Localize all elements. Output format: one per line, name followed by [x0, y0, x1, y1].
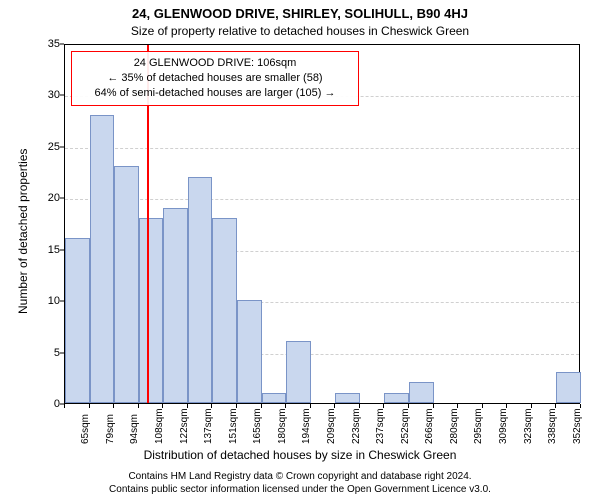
histogram-bar	[212, 218, 237, 403]
y-tick-label: 0	[30, 398, 60, 410]
x-tick-mark	[580, 404, 581, 408]
x-tick-label: 65sqm	[80, 414, 91, 444]
y-tick-label: 15	[30, 244, 60, 256]
x-tick-label: 237sqm	[375, 408, 386, 444]
y-tick-label: 30	[30, 89, 60, 101]
histogram-bar	[335, 393, 360, 403]
x-tick-label: 151sqm	[228, 408, 239, 444]
x-tick-mark	[482, 404, 483, 408]
x-tick-label: 94sqm	[129, 414, 140, 444]
x-tick-label: 209sqm	[326, 408, 337, 444]
x-tick-mark	[162, 404, 163, 408]
gridline	[65, 148, 579, 149]
x-tick-label: 309sqm	[498, 408, 509, 444]
x-tick-label: 165sqm	[252, 408, 263, 444]
chart-figure: 24, GLENWOOD DRIVE, SHIRLEY, SOLIHULL, B…	[0, 0, 600, 500]
footer-line-1: Contains HM Land Registry data © Crown c…	[0, 470, 600, 483]
chart-title-2: Size of property relative to detached ho…	[0, 24, 600, 38]
x-tick-mark	[433, 404, 434, 408]
histogram-bar	[114, 166, 139, 403]
histogram-bar	[556, 372, 581, 403]
x-tick-label: 108sqm	[154, 408, 165, 444]
x-tick-label: 137sqm	[203, 408, 214, 444]
x-tick-label: 338sqm	[547, 408, 558, 444]
x-tick-mark	[457, 404, 458, 408]
x-tick-mark	[359, 404, 360, 408]
annotation-line-2: ← 35% of detached houses are smaller (58…	[78, 71, 352, 86]
y-tick-label: 10	[30, 295, 60, 307]
x-tick-label: 223sqm	[351, 408, 362, 444]
x-tick-label: 295sqm	[473, 408, 484, 444]
footer-line-2: Contains public sector information licen…	[0, 483, 600, 496]
x-tick-mark	[138, 404, 139, 408]
footer-attribution: Contains HM Land Registry data © Crown c…	[0, 470, 600, 496]
x-tick-mark	[113, 404, 114, 408]
x-tick-mark	[555, 404, 556, 408]
x-tick-mark	[531, 404, 532, 408]
annotation-line-1: 24 GLENWOOD DRIVE: 106sqm	[78, 56, 352, 71]
chart-title-1: 24, GLENWOOD DRIVE, SHIRLEY, SOLIHULL, B…	[0, 6, 600, 21]
x-tick-mark	[236, 404, 237, 408]
x-tick-mark	[383, 404, 384, 408]
gridline	[65, 199, 579, 200]
x-tick-mark	[261, 404, 262, 408]
histogram-bar	[163, 208, 188, 403]
histogram-bar	[286, 341, 311, 403]
x-tick-mark	[408, 404, 409, 408]
plot-area: 24 GLENWOOD DRIVE: 106sqm← 35% of detach…	[64, 44, 580, 404]
x-tick-mark	[64, 404, 65, 408]
y-tick-label: 5	[30, 347, 60, 359]
x-tick-label: 122sqm	[179, 408, 190, 444]
x-tick-mark	[285, 404, 286, 408]
y-tick-label: 20	[30, 192, 60, 204]
y-axis-label: Number of detached properties	[16, 149, 30, 314]
histogram-bar	[384, 393, 409, 403]
histogram-bar	[65, 238, 90, 403]
x-tick-label: 280sqm	[449, 408, 460, 444]
x-tick-mark	[334, 404, 335, 408]
y-tick-label: 35	[30, 38, 60, 50]
y-tick-label: 25	[30, 141, 60, 153]
histogram-bar	[237, 300, 262, 403]
x-tick-label: 180sqm	[277, 408, 288, 444]
annotation-box: 24 GLENWOOD DRIVE: 106sqm← 35% of detach…	[71, 51, 359, 106]
annotation-line-3: 64% of semi-detached houses are larger (…	[78, 86, 352, 101]
x-tick-label: 79sqm	[105, 414, 116, 444]
histogram-bar	[409, 382, 434, 403]
x-tick-label: 352sqm	[572, 408, 583, 444]
x-tick-mark	[89, 404, 90, 408]
histogram-bar	[90, 115, 115, 403]
x-tick-mark	[187, 404, 188, 408]
histogram-bar	[188, 177, 213, 403]
x-tick-label: 266sqm	[424, 408, 435, 444]
x-axis-label: Distribution of detached houses by size …	[0, 448, 600, 462]
x-tick-label: 194sqm	[301, 408, 312, 444]
histogram-bar	[139, 218, 164, 403]
x-tick-label: 323sqm	[523, 408, 534, 444]
x-tick-mark	[506, 404, 507, 408]
histogram-bar	[262, 393, 287, 403]
x-tick-mark	[211, 404, 212, 408]
x-tick-mark	[310, 404, 311, 408]
x-tick-label: 252sqm	[400, 408, 411, 444]
